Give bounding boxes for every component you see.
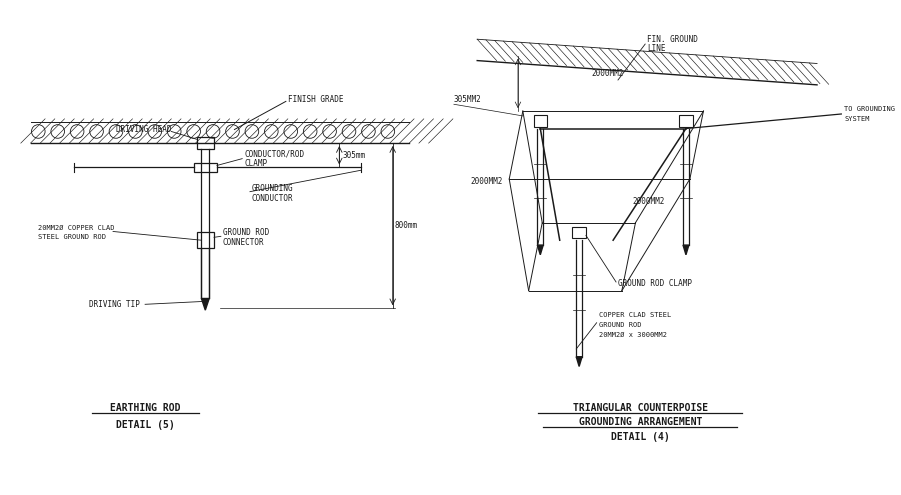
Text: 305mm: 305mm [342,151,365,160]
Text: GROUND ROD CLAMP: GROUND ROD CLAMP [618,279,692,289]
Bar [196,233,214,248]
Polygon shape [537,245,543,255]
Text: SYSTEM: SYSTEM [844,116,869,122]
Text: 20MM2Ø COPPER CLAD: 20MM2Ø COPPER CLAD [38,225,114,231]
Bar [194,162,217,172]
Polygon shape [202,298,209,310]
Text: 2000MM2: 2000MM2 [592,69,624,78]
Text: FINISH GRADE: FINISH GRADE [287,95,343,104]
Text: GROUND ROD: GROUND ROD [223,228,269,237]
Text: TRIANGULAR COUNTERPOISE: TRIANGULAR COUNTERPOISE [573,403,708,413]
Text: 2000MM2: 2000MM2 [470,177,503,187]
Bar [572,227,586,238]
Text: LINE: LINE [647,45,666,53]
Polygon shape [683,245,689,255]
Text: GROUNDING: GROUNDING [252,184,294,193]
Text: GROUNDING ARRANGEMENT: GROUNDING ARRANGEMENT [578,417,702,427]
Bar [533,115,547,127]
Text: GROUND ROD: GROUND ROD [598,322,642,328]
Text: EARTHING ROD: EARTHING ROD [110,403,180,413]
Polygon shape [577,357,582,366]
Text: 305MM2: 305MM2 [454,95,482,104]
Text: DRIVING TIP: DRIVING TIP [89,300,140,309]
Bar [196,137,214,149]
Text: 800mm: 800mm [395,221,418,230]
Text: DETAIL (5): DETAIL (5) [115,420,175,430]
Text: 2000MM2: 2000MM2 [633,197,665,206]
Text: CONDUCTOR/ROD: CONDUCTOR/ROD [244,149,305,158]
Text: FIN. GROUND: FIN. GROUND [647,35,698,44]
Text: TO GROUNDING: TO GROUNDING [844,106,896,112]
Text: DETAIL (4): DETAIL (4) [611,432,669,443]
Text: COPPER CLAD STEEL: COPPER CLAD STEEL [598,312,671,318]
Text: CONDUCTOR: CONDUCTOR [252,194,294,203]
Text: CONNECTOR: CONNECTOR [223,238,264,247]
Text: STEEL GROUND ROD: STEEL GROUND ROD [38,234,106,240]
Text: CLAMP: CLAMP [244,159,268,168]
Text: 20MM2Ø x 3000MM2: 20MM2Ø x 3000MM2 [598,332,667,338]
Text: DRIVING HEAD: DRIVING HEAD [116,125,171,134]
Bar [679,115,693,127]
